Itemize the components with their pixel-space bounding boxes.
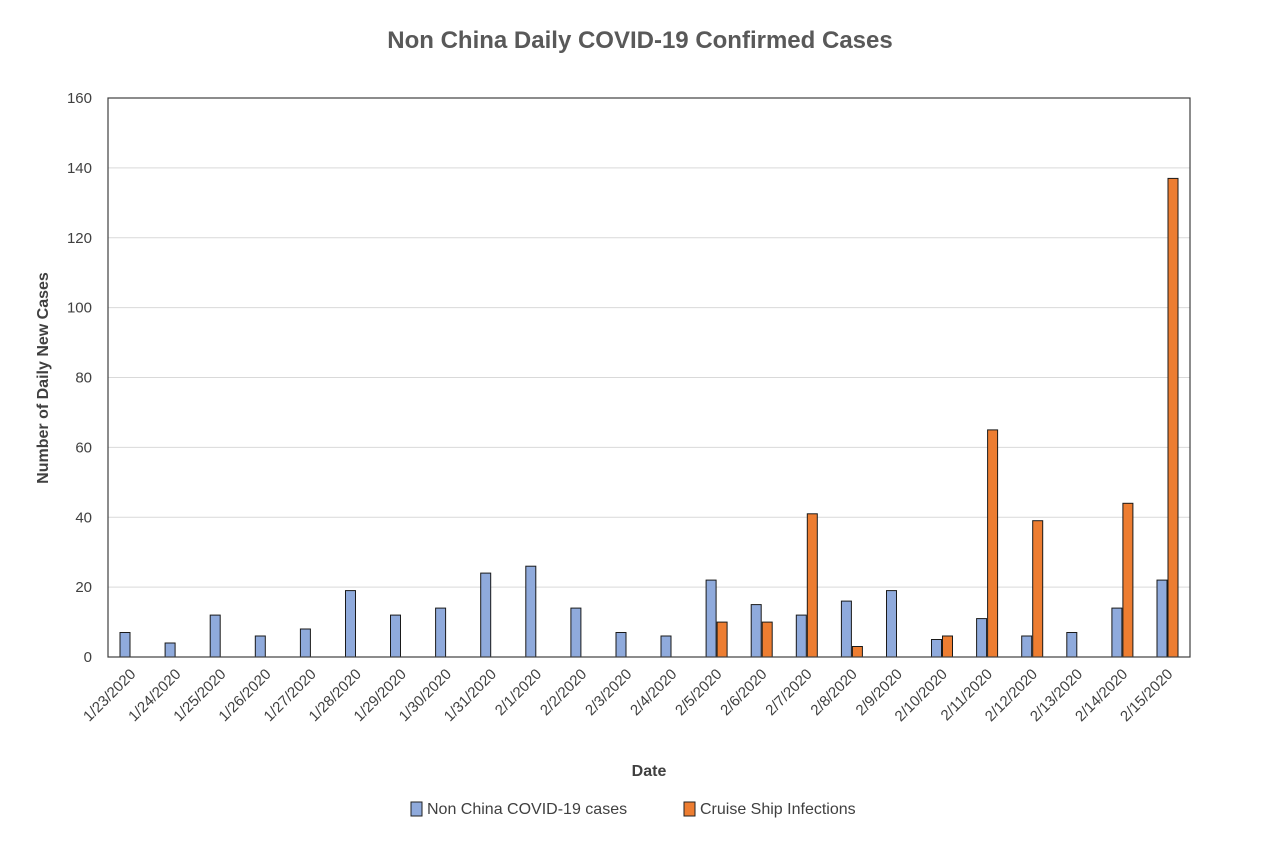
bar-cruise-ship	[716, 621, 728, 658]
bar-non-china	[345, 590, 356, 658]
bar-non-china	[660, 635, 672, 658]
bar-non-china	[840, 600, 852, 658]
gridlines	[108, 167, 1190, 588]
legend-swatch-non-china	[410, 801, 423, 817]
bar-non-china	[1066, 632, 1078, 658]
bar-non-china	[435, 607, 447, 658]
y-tick-label: 100	[67, 300, 92, 317]
bar-non-china	[119, 632, 131, 658]
y-tick-label: 160	[67, 90, 92, 107]
bar-non-china	[209, 614, 221, 658]
legend-swatch-cruise-ship	[683, 801, 696, 817]
bar-non-china	[254, 635, 266, 658]
bar-non-china	[1111, 607, 1123, 658]
bar-non-china	[570, 607, 582, 658]
y-tick-label: 60	[75, 439, 92, 456]
bar-non-china	[1156, 579, 1168, 658]
y-axis-label: Number of Daily New Cases	[35, 272, 52, 484]
bar-cruise-ship	[1167, 177, 1179, 658]
legend: Non China COVID-19 cases Cruise Ship Inf…	[410, 801, 856, 818]
chart-title: Non China Daily COVID-19 Confirmed Cases	[387, 27, 892, 54]
x-axis-label: Date	[632, 763, 667, 780]
y-tick-label: 120	[67, 230, 92, 247]
legend-label-cruise-ship: Cruise Ship Infections	[700, 801, 856, 818]
bar-non-china	[164, 642, 176, 658]
legend-label-non-china: Non China COVID-19 cases	[427, 801, 627, 818]
y-tick-label: 40	[75, 509, 92, 526]
plot-area-border	[107, 97, 1191, 658]
y-tick-label: 20	[75, 579, 92, 596]
bar-non-china	[299, 628, 311, 658]
bar-cruise-ship	[1122, 502, 1134, 658]
bar-non-china	[1021, 635, 1033, 658]
bar-cruise-ship	[761, 621, 773, 658]
y-tick-labels: 0 20 40 60 80 100 120 140 160	[67, 90, 92, 666]
bar-non-china	[480, 572, 492, 658]
bar-cruise-ship	[942, 635, 953, 658]
bar-cruise-ship	[1032, 520, 1044, 658]
bar-non-china	[976, 618, 988, 658]
bars	[119, 177, 1179, 658]
y-tick-label: 80	[75, 370, 92, 387]
y-tick-label: 0	[84, 649, 92, 666]
bar-non-china	[931, 639, 942, 658]
bar-cruise-ship	[987, 429, 999, 658]
bar-non-china	[525, 565, 537, 658]
bar-non-china	[886, 590, 897, 658]
bar-non-china	[705, 579, 717, 658]
bar-cruise-ship	[806, 513, 818, 658]
bar-non-china	[390, 614, 401, 658]
bar-non-china	[615, 632, 627, 658]
bar-cruise-ship	[851, 646, 863, 658]
bar-non-china	[795, 614, 807, 658]
bar-non-china	[750, 604, 762, 658]
y-tick-label: 140	[67, 160, 92, 177]
